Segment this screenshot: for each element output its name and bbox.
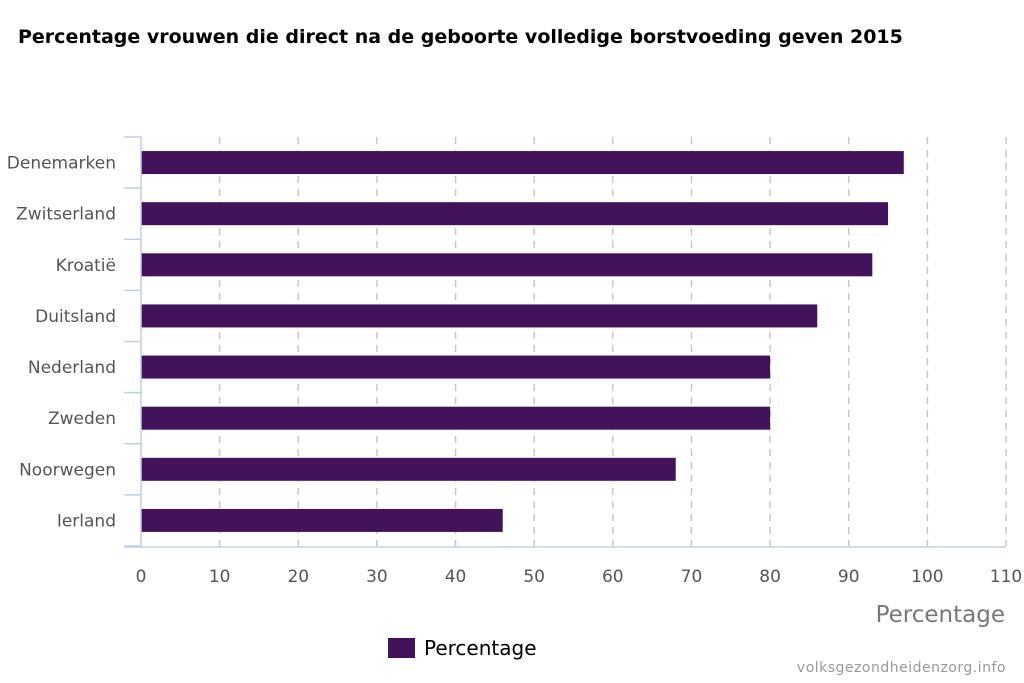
bar[interactable] (141, 508, 503, 532)
y-category-label: Kroatië (56, 256, 116, 276)
bar[interactable] (141, 253, 873, 277)
y-category-label: Zwitserland (16, 205, 116, 225)
x-tick-label: 70 (681, 567, 703, 587)
gridlines (218, 137, 1007, 546)
x-tick-label: 100 (911, 567, 943, 587)
source-credit: volksgezondheidenzorg.info (796, 660, 1006, 676)
bar[interactable] (141, 457, 676, 481)
x-tick-label: 20 (287, 567, 309, 587)
axes (124, 136, 1006, 548)
legend-label: Percentage (424, 636, 537, 660)
x-tick-label: 90 (838, 567, 860, 587)
labels: 0 10 20 30 40 50 60 70 80 90 100 110 Denemarken Zwits… (7, 154, 1022, 587)
y-category-label: Denemarken (7, 154, 116, 174)
x-tick-label: 10 (209, 567, 231, 587)
y-category-label: Ierland (57, 511, 116, 531)
x-tick-label: 30 (366, 567, 388, 587)
x-axis-title: Percentage (876, 602, 1005, 628)
bar[interactable] (141, 355, 771, 379)
bar[interactable] (141, 202, 889, 226)
y-category-label: Zweden (48, 409, 116, 429)
x-tick-label: 0 (136, 567, 147, 587)
legend[interactable]: Percentage (388, 636, 537, 660)
x-tick-label: 40 (445, 567, 467, 587)
bar[interactable] (141, 406, 771, 430)
bars (141, 151, 904, 532)
y-category-label: Duitsland (35, 307, 116, 327)
x-tick-label: 60 (602, 567, 624, 587)
x-tick-label: 110 (990, 567, 1022, 587)
x-tick-label: 50 (523, 567, 545, 587)
y-category-label: Nederland (28, 358, 116, 378)
x-tick-label: 80 (759, 567, 781, 587)
bar[interactable] (141, 304, 818, 328)
chart-title: Percentage vrouwen die direct na de gebo… (18, 26, 903, 48)
bar[interactable] (141, 151, 904, 175)
legend-swatch (388, 638, 415, 658)
y-category-label: Noorwegen (19, 460, 116, 480)
